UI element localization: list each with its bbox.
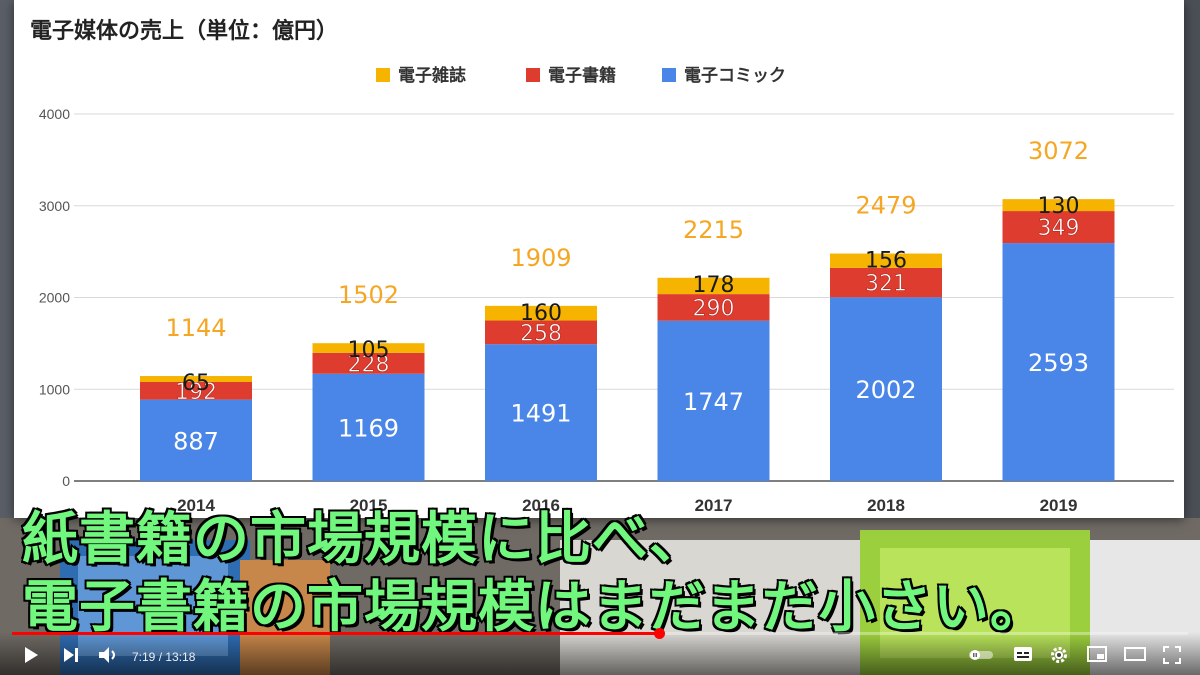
data-label: 105 xyxy=(348,338,390,363)
miniplayer-icon[interactable] xyxy=(1087,646,1107,662)
bar-segment-2-2014 xyxy=(140,376,252,383)
chart-gridlines xyxy=(74,113,1174,482)
bar-segment-1-2019 xyxy=(1002,211,1115,244)
data-label: 1169 xyxy=(338,414,399,442)
x-tick-label: 2014 xyxy=(177,496,215,515)
total-label: 3072 xyxy=(1028,137,1089,165)
chart-legend: 電子雑誌 電子書籍 電子コミック xyxy=(376,65,786,86)
chart-title: 電子媒体の売上（単位：億円） xyxy=(30,18,338,44)
theater-mode-icon[interactable] xyxy=(1124,646,1146,662)
total-label: 1909 xyxy=(510,244,571,272)
play-icon[interactable] xyxy=(22,646,40,664)
time-display: 7:19 / 13:18 xyxy=(132,650,195,664)
total-label: 1502 xyxy=(338,281,399,309)
legend-swatch xyxy=(526,68,540,82)
total-label: 2215 xyxy=(683,216,744,244)
x-axis: 2014 2015 2016 2017 2018 2019 xyxy=(177,496,1077,515)
stacked-bar-chart: 電子媒体の売上（単位：億円） 電子雑誌 電子書籍 電子コミック 0 1000 2000 3… xyxy=(30,18,1174,515)
data-label: 1747 xyxy=(683,388,744,416)
x-tick-label: 2019 xyxy=(1040,496,1078,515)
data-label: 228 xyxy=(348,352,390,377)
data-label: 178 xyxy=(693,273,735,298)
y-tick-label: 2000 xyxy=(39,290,70,306)
player-controls: 7:19 / 13:18 xyxy=(0,628,1200,675)
bar-segment-0-2015 xyxy=(312,373,425,481)
data-label: 2593 xyxy=(1028,349,1089,377)
bar-segment-2-2015 xyxy=(312,343,425,353)
data-label: 1491 xyxy=(510,400,571,428)
data-label: 349 xyxy=(1038,216,1080,241)
bar-segment-1-2017 xyxy=(657,294,770,321)
bar-segment-0-2019 xyxy=(1002,243,1115,481)
bar-segment-1-2014 xyxy=(140,382,252,400)
data-label: 258 xyxy=(520,321,562,346)
subtitles-icon[interactable] xyxy=(1013,646,1033,662)
legend-swatch xyxy=(376,68,390,82)
legend-label: 電子コミック xyxy=(684,66,786,86)
time-separator: / xyxy=(155,650,166,664)
progress-fill xyxy=(12,632,659,635)
autoplay-toggle-icon[interactable] xyxy=(968,649,994,661)
legend-swatch xyxy=(662,68,676,82)
bar-segment-0-2014 xyxy=(140,399,252,481)
data-label: 192 xyxy=(175,380,217,405)
subtitle-line-1: 紙書籍の市場規模に比べ、 xyxy=(21,507,707,572)
total-label: 1144 xyxy=(165,314,226,342)
data-label: 290 xyxy=(693,296,735,321)
data-label: 156 xyxy=(865,249,907,274)
bar-segment-0-2016 xyxy=(485,344,597,481)
bar-segment-2-2018 xyxy=(830,253,942,268)
y-tick-label: 1000 xyxy=(39,381,70,397)
data-label: 321 xyxy=(865,272,907,297)
y-axis: 0 1000 2000 3000 4000 xyxy=(39,106,70,489)
x-tick-label: 2017 xyxy=(695,496,733,515)
bar-segment-0-2017 xyxy=(657,320,770,481)
data-label: 2002 xyxy=(855,376,916,404)
progress-scrubber[interactable] xyxy=(653,628,665,639)
data-label: 130 xyxy=(1038,194,1080,219)
bar-segment-1-2016 xyxy=(485,320,597,345)
bar-segment-2-2016 xyxy=(485,305,597,321)
legend-label: 電子書籍 xyxy=(548,65,616,86)
data-label: 65 xyxy=(182,371,210,396)
data-label: 160 xyxy=(520,301,562,326)
duration: 13:18 xyxy=(165,650,196,664)
x-tick-label: 2016 xyxy=(522,496,560,515)
x-tick-label: 2018 xyxy=(867,496,905,515)
bar-segment-0-2018 xyxy=(830,297,942,481)
volume-icon[interactable] xyxy=(98,646,120,664)
settings-icon[interactable] xyxy=(1050,646,1068,664)
legend-label: 電子雑誌 xyxy=(398,65,466,86)
bar-segment-1-2015 xyxy=(312,352,425,374)
next-icon[interactable] xyxy=(62,646,80,664)
chart-slide: 電子媒体の売上（単位：億円） 電子雑誌 電子書籍 電子コミック 0 1000 2000 3… xyxy=(14,0,1184,518)
data-label: 887 xyxy=(173,427,219,455)
progress-bar[interactable] xyxy=(12,628,1188,639)
y-tick-label: 4000 xyxy=(39,106,70,122)
fullscreen-icon[interactable] xyxy=(1163,646,1181,664)
total-label: 2479 xyxy=(855,192,916,220)
y-tick-label: 3000 xyxy=(39,198,70,214)
subtitle-line-2: 電子書籍の市場規模はまだまだ小さい。 xyxy=(21,575,1048,640)
x-tick-label: 2015 xyxy=(350,496,388,515)
bar-segment-2-2019 xyxy=(1002,199,1115,212)
bar-segment-1-2018 xyxy=(830,267,942,298)
current-time: 7:19 xyxy=(132,650,156,664)
y-tick-label: 0 xyxy=(62,473,70,489)
bar-segment-2-2017 xyxy=(657,277,770,295)
